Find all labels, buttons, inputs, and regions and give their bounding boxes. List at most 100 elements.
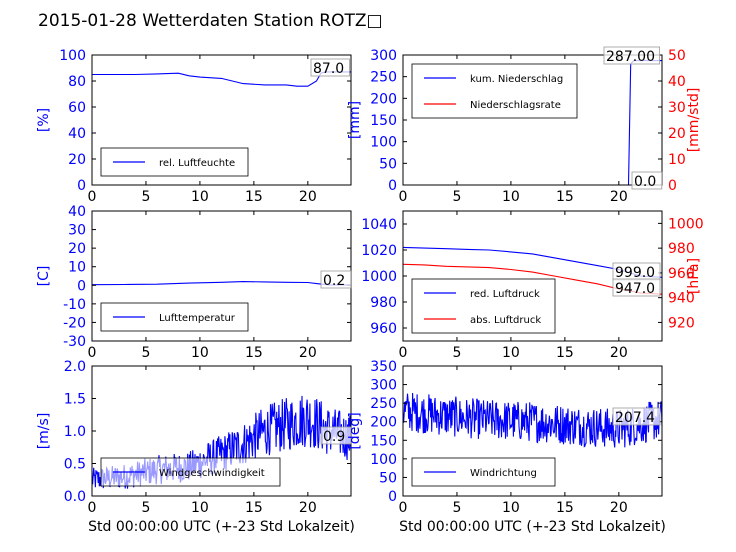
- y-tick-label: 0: [388, 178, 397, 194]
- y-tick-label: 40: [68, 204, 86, 220]
- value-annotation: 0.9: [320, 426, 352, 445]
- value-annotation: 0.2: [320, 270, 352, 289]
- y-tick-label: 100: [370, 135, 397, 151]
- x-axis-label: Std 00:00:00 UTC (+-23 Std Lokalzeit): [88, 519, 355, 535]
- x-tick-label: 10: [191, 345, 209, 361]
- x-tick-label: 5: [141, 189, 150, 205]
- x-tick-label: 15: [556, 500, 574, 516]
- annotation-text: 287.00: [606, 49, 655, 65]
- x-tick-label: 10: [191, 500, 209, 516]
- x-tick-label: 20: [610, 345, 628, 361]
- y-tick-label: 100: [370, 452, 397, 468]
- y-tick-label: -10: [63, 297, 86, 313]
- value-annotation: 87.0: [310, 58, 350, 77]
- y-tick-label: 300: [370, 378, 397, 394]
- annotation-text: 999.0: [615, 265, 655, 281]
- legend-entry: Lufttemperatur: [159, 313, 236, 324]
- legend-box: [411, 278, 556, 334]
- legend-entry: abs. Luftdruck: [470, 315, 541, 326]
- y2-tick-label: 10: [668, 152, 686, 168]
- y2-tick-label: 40: [668, 74, 686, 90]
- y2-axis-label: [mm/std]: [686, 88, 702, 153]
- x-tick-label: 20: [299, 500, 317, 516]
- y-tick-label: 0: [77, 178, 86, 194]
- y-axis-label: [deg]: [347, 412, 363, 449]
- y-axis-label: [m/s]: [36, 413, 52, 450]
- y-tick-label: 2.0: [64, 359, 86, 375]
- plot-frame: [91, 54, 352, 186]
- y-axis-label: [%]: [36, 108, 52, 132]
- annotation-text: 207.4: [615, 410, 655, 426]
- annotation-box: [612, 407, 661, 426]
- x-tick-label: 15: [556, 345, 574, 361]
- x-tick-label: 5: [452, 500, 461, 516]
- x-tick-label: 10: [502, 345, 520, 361]
- x-tick-label: 0: [399, 189, 408, 205]
- legend: Windgeschwindigkeit: [100, 457, 281, 487]
- y-tick-label: 1020: [361, 243, 397, 259]
- legend: red. Luftdruck abs. Luftdruck: [411, 278, 556, 334]
- legend-box: [411, 63, 578, 119]
- y-tick-label: 10: [68, 260, 86, 276]
- x-tick-label: 15: [245, 500, 263, 516]
- x-tick-label: 5: [141, 500, 150, 516]
- annotation-box: [612, 278, 661, 297]
- y-tick-label: -20: [63, 315, 86, 331]
- annotation-text: 0.2: [323, 273, 345, 289]
- y2-tick-label: 20: [668, 126, 686, 142]
- x-tick-label: 10: [502, 189, 520, 205]
- y2-tick-label: 920: [668, 315, 695, 331]
- legend: Windrichtung: [411, 457, 556, 487]
- value-annotation: 0.0: [631, 171, 663, 190]
- x-tick-label: 0: [399, 345, 408, 361]
- y-tick-label: 50: [379, 470, 397, 486]
- y-tick-label: 200: [370, 415, 397, 431]
- y-tick-label: 200: [370, 91, 397, 107]
- y-axis-label: [C]: [36, 266, 52, 287]
- chart-panel-humidity: 0 5 10 15 20 0 20 40 60 80 100 [%] rel. Luftfeuchte 8…: [36, 48, 352, 205]
- legend-entry: rel. Luftfeuchte: [159, 158, 235, 169]
- y2-tick-label: 940: [668, 291, 695, 307]
- x-tick-label: 0: [88, 189, 97, 205]
- value-annotation: 287.00: [603, 46, 660, 65]
- x-tick-label: 20: [610, 189, 628, 205]
- y-tick-label: 150: [370, 113, 397, 129]
- chart-panel-precipitation: 0 5 10 15 2005010015020025030001020304050[mm…: [347, 46, 702, 205]
- y-tick-label: 0.0: [64, 489, 86, 505]
- x-tick-label: 15: [245, 345, 263, 361]
- legend-entry: red. Luftdruck: [470, 289, 540, 300]
- x-tick-label: 0: [88, 500, 97, 516]
- y-tick-label: 30: [68, 223, 86, 239]
- value-annotation: 947.0: [612, 278, 661, 297]
- value-annotation: 999.0: [612, 262, 661, 281]
- y-tick-label: 150: [370, 433, 397, 449]
- y-tick-label: 1.0: [64, 424, 86, 440]
- y-tick-label: 300: [370, 48, 397, 64]
- y-tick-label: 250: [370, 70, 397, 86]
- x-tick-label: 5: [452, 189, 461, 205]
- y2-tick-label: 50: [668, 48, 686, 64]
- y-tick-label: 40: [68, 126, 86, 142]
- y-tick-label: 0: [388, 489, 397, 505]
- annotation-box: [310, 58, 350, 77]
- x-tick-label: 5: [141, 345, 150, 361]
- chart-panel-wind-speed: 0 5 10 15 20 0.0 0.5 1.0 1.5 2.0 [m/s] Std 00:00:00…: [36, 359, 355, 535]
- x-tick-label: 10: [502, 500, 520, 516]
- y-tick-label: 100: [59, 48, 86, 64]
- y-tick-label: 350: [370, 359, 397, 375]
- y-tick-label: -30: [63, 334, 86, 350]
- y2-axis-label: [hPa]: [686, 258, 702, 294]
- y-tick-label: 250: [370, 396, 397, 412]
- plot-frame: [402, 365, 663, 497]
- x-tick-label: 0: [88, 345, 97, 361]
- x-tick-label: 20: [610, 500, 628, 516]
- page-title: 2015-01-28 Wetterdaten Station ROTZ□: [38, 11, 383, 31]
- y-tick-label: 960: [370, 321, 397, 337]
- legend-entry: Windgeschwindigkeit: [159, 468, 265, 479]
- y-axis-label: [mm]: [347, 101, 363, 139]
- y-tick-label: 0: [77, 278, 86, 294]
- y-tick-label: 1000: [361, 269, 397, 285]
